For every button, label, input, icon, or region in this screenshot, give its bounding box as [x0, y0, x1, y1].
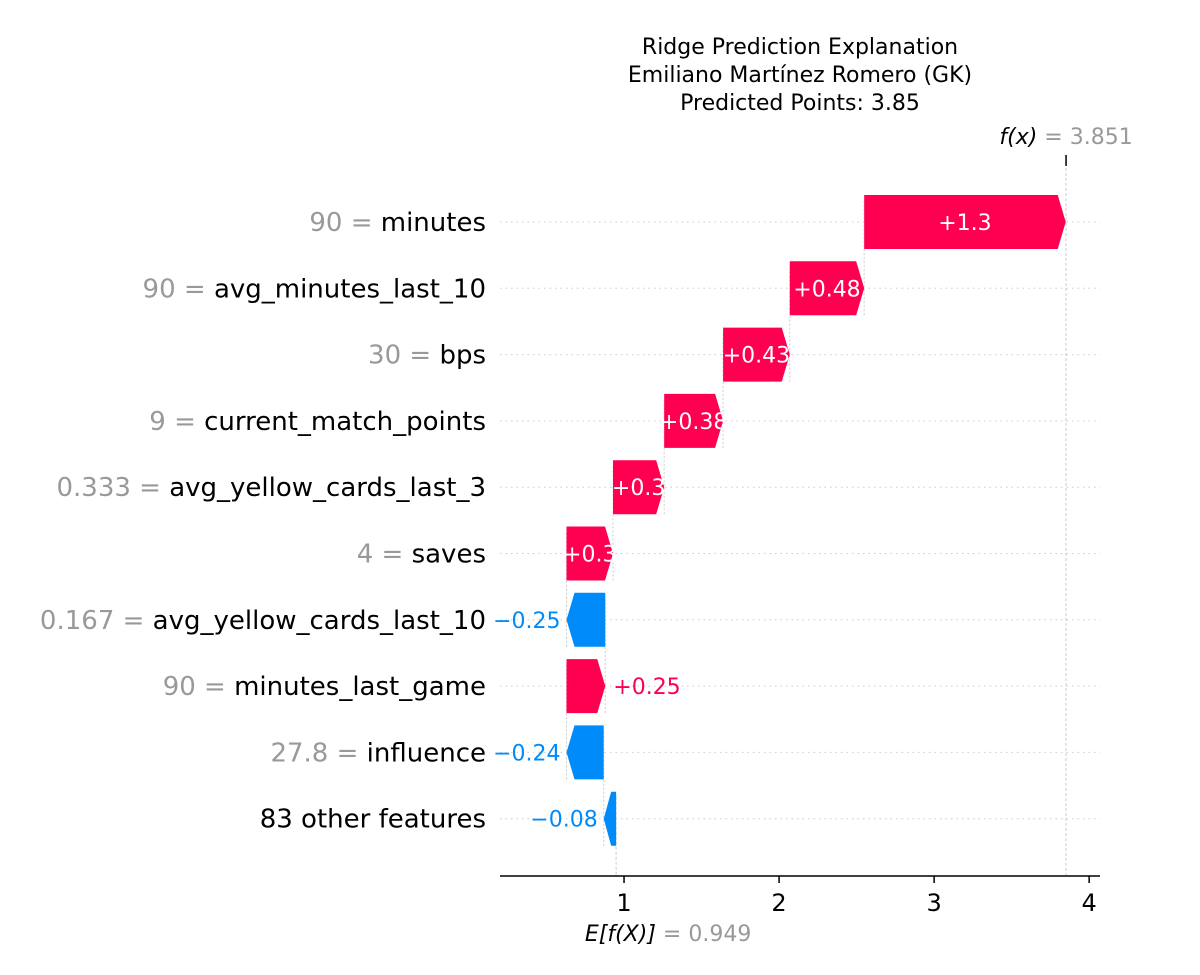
- bar-9: [566, 725, 604, 780]
- title-line-1: Ridge Prediction Explanation: [642, 35, 958, 60]
- feature-name: influence: [367, 738, 486, 768]
- x-axis: 1 2 3 4: [500, 875, 1100, 917]
- feature-name: current_match_points: [204, 407, 486, 437]
- feature-label-7: 0.167 = avg_yellow_cards_last_10: [40, 606, 486, 636]
- bar-4: [664, 393, 724, 448]
- feature-value: 27.8 =: [270, 738, 366, 768]
- chart-title: Ridge Prediction Explanation Emiliano Ma…: [628, 35, 972, 116]
- x-tick-label: 1: [616, 889, 631, 917]
- feature-label-10: 83 other features: [260, 805, 486, 835]
- bar-label-3: +0.43: [723, 344, 790, 369]
- title-line-2: Emiliano Martínez Romero (GK): [628, 63, 972, 88]
- x-tick-label: 4: [1082, 889, 1097, 917]
- output-value-text: f(x) = 3.851: [999, 125, 1132, 150]
- output-label: f(x) = 3.851: [999, 125, 1132, 150]
- feature-name: bps: [439, 341, 486, 371]
- bar-2: [789, 261, 865, 316]
- base-value-text: E[f(X)] = 0.949: [585, 922, 751, 947]
- output-value-number: = 3.851: [1044, 125, 1132, 150]
- bar-label-4: +0.38: [660, 410, 727, 435]
- bar-6: [566, 526, 614, 581]
- feature-label-4: 9 = current_match_points: [149, 407, 486, 437]
- feature-value: 0.167 =: [40, 606, 153, 636]
- base-value-label: E[f(X)] = 0.949: [585, 922, 751, 947]
- feature-label-2: 90 = avg_minutes_last_10: [143, 274, 486, 304]
- bar-8: [566, 659, 606, 714]
- bar-label-5: +0.3: [612, 476, 665, 501]
- feature-label-9: 27.8 = influence: [270, 738, 486, 768]
- bars: [566, 195, 1066, 846]
- bar-7: [566, 592, 606, 647]
- output-label-text: f(x): [999, 125, 1044, 150]
- feature-value: 90 =: [309, 208, 380, 238]
- title-line-3: Predicted Points: 3.85: [680, 91, 920, 116]
- x-tick-label: 3: [926, 889, 941, 917]
- feature-name: saves: [412, 540, 486, 570]
- bar-label-6: +0.3: [563, 543, 616, 568]
- feature-name: minutes: [381, 208, 486, 238]
- bar-10: [603, 791, 617, 846]
- feature-label-3: 30 = bps: [368, 341, 486, 371]
- bar-label-7: −0.25: [493, 609, 560, 634]
- feature-label-5: 0.333 = avg_yellow_cards_last_3: [56, 473, 486, 503]
- bar-label-2: +0.48: [793, 277, 860, 302]
- bar-3: [723, 327, 790, 382]
- base-label-text: E[f(X)]: [585, 922, 663, 947]
- feature-value: 0.333 =: [56, 473, 169, 503]
- feature-name: 83 other features: [260, 805, 486, 835]
- feature-value: 90 =: [163, 672, 234, 702]
- feature-name: avg_minutes_last_10: [214, 274, 486, 304]
- feature-name: avg_yellow_cards_last_10: [153, 606, 486, 636]
- bar-labels: +1.3 +0.48 +0.43 +0.38 +0.3 +0.3 −0.25 +0.25 −0.…: [493, 211, 992, 833]
- bar-label-8: +0.25: [613, 675, 680, 700]
- bar-5: [613, 460, 665, 515]
- feature-value: 9 =: [149, 407, 204, 437]
- feature-value: 4 =: [357, 540, 412, 570]
- bar-label-10: −0.08: [530, 808, 597, 833]
- bar-1: [864, 195, 1066, 249]
- feature-label-6: 4 = saves: [357, 540, 486, 570]
- feature-value: 90 =: [143, 274, 214, 304]
- feature-label-1: 90 = minutes: [309, 208, 486, 238]
- base-value-number: = 0.949: [663, 922, 751, 947]
- x-tick-label: 2: [771, 889, 786, 917]
- bar-label-1: +1.3: [938, 211, 991, 236]
- feature-label-8: 90 = minutes_last_game: [163, 672, 486, 702]
- feature-name: avg_yellow_cards_last_3: [169, 473, 486, 503]
- feature-name: minutes_last_game: [234, 672, 486, 702]
- bar-label-9: −0.24: [493, 741, 560, 766]
- feature-value: 30 =: [368, 341, 439, 371]
